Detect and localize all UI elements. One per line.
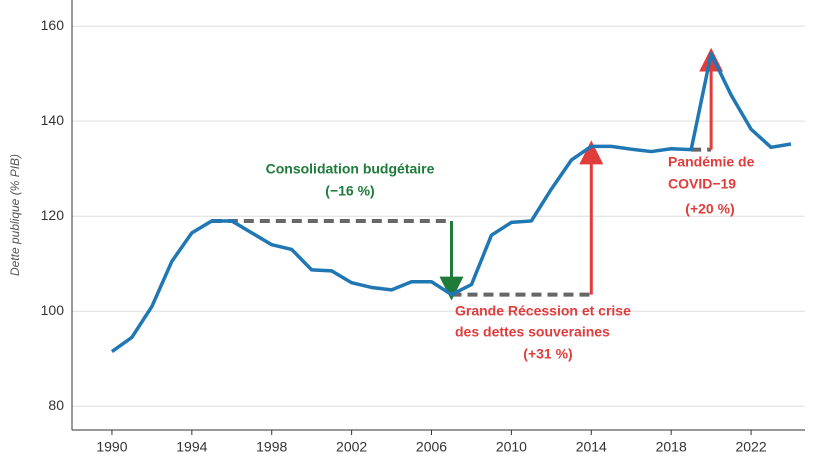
annotation: (+31 %) — [523, 346, 572, 362]
y-tick-label: 100 — [41, 302, 65, 318]
x-tick-label: 2014 — [576, 439, 607, 455]
y-tick-label: 120 — [41, 207, 65, 223]
annotation: (−16 %) — [325, 183, 374, 199]
y-tick-label: 160 — [41, 17, 65, 33]
x-tick-label: 2006 — [416, 439, 447, 455]
annotation: COVID−19 — [668, 176, 736, 192]
x-tick-label: 1998 — [256, 439, 287, 455]
x-tick-label: 1990 — [96, 439, 127, 455]
annotation: des dettes souveraines — [455, 324, 610, 340]
annotation: (+20 %) — [685, 201, 734, 217]
y-axis-label: Dette publique (% PIB) — [8, 154, 22, 276]
y-tick-label: 80 — [48, 397, 64, 413]
data-line — [110, 51, 792, 354]
annotation: Consolidation budgétaire — [266, 161, 435, 177]
x-tick-label: 2018 — [656, 439, 687, 455]
annotation: Grande Récession et crise — [455, 303, 631, 319]
x-tick-label: 2010 — [496, 439, 527, 455]
x-tick-label: 2002 — [336, 439, 367, 455]
x-tick-label: 2022 — [735, 439, 766, 455]
x-tick-label: 1994 — [176, 439, 207, 455]
y-tick-label: 140 — [41, 112, 65, 128]
annotation: Pandémie de — [668, 154, 755, 170]
